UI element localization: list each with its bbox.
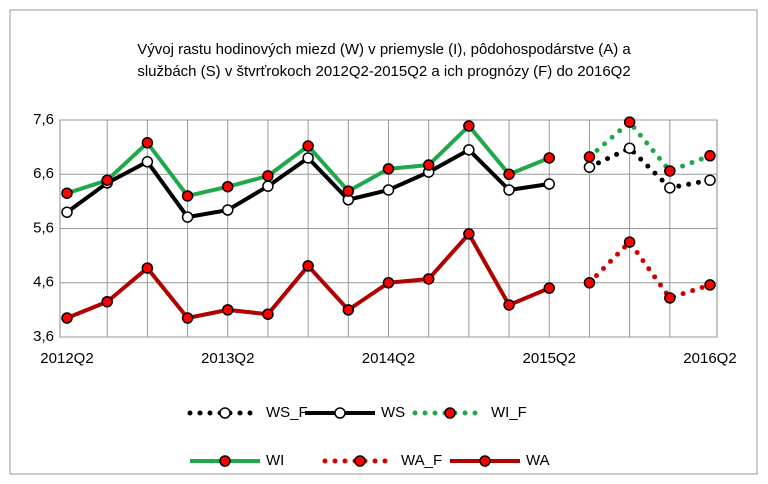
- legend-label: WS_F: [266, 404, 308, 421]
- point-marker: [342, 185, 355, 197]
- point-marker: [222, 204, 234, 216]
- x-tick-label: 2012Q2: [40, 350, 93, 367]
- legend-marker: [354, 455, 366, 467]
- x-tick-label: 2015Q2: [523, 350, 576, 367]
- legend-marker: [219, 455, 231, 467]
- legend-marker: [334, 407, 346, 419]
- series-line: [586, 145, 713, 191]
- point-marker: [262, 308, 274, 320]
- point-marker: [704, 279, 716, 291]
- point-marker: [704, 174, 716, 186]
- legend-label: WA: [526, 452, 550, 469]
- point-marker: [382, 277, 395, 289]
- point-marker: [141, 137, 154, 149]
- y-tick-label: 6,6: [33, 165, 54, 182]
- point-marker: [382, 184, 395, 196]
- point-marker: [463, 120, 475, 132]
- point-marker: [664, 292, 676, 304]
- point-marker: [302, 140, 314, 152]
- point-marker: [623, 142, 636, 154]
- point-marker: [141, 156, 154, 168]
- point-marker: [141, 262, 154, 274]
- legend-label: WI_F: [491, 404, 527, 421]
- x-tick-label: 2016Q2: [683, 350, 736, 367]
- point-marker: [262, 180, 274, 192]
- point-marker: [61, 206, 73, 218]
- y-tick-label: 3,6: [33, 328, 54, 345]
- point-marker: [422, 159, 435, 171]
- point-marker: [583, 161, 596, 173]
- point-marker: [503, 168, 515, 180]
- point-marker: [222, 304, 234, 316]
- legend-label: WS: [381, 404, 405, 421]
- chart-title: službách (S) v štvrťrokoch 2012Q2-2015Q2…: [137, 63, 630, 80]
- point-marker: [302, 260, 314, 272]
- point-marker: [463, 228, 475, 240]
- legend-marker: [479, 455, 491, 467]
- point-marker: [664, 182, 676, 194]
- point-marker: [101, 295, 113, 308]
- point-marker: [704, 150, 716, 162]
- point-marker: [222, 180, 234, 193]
- x-tick-label: 2013Q2: [201, 350, 254, 367]
- point-marker: [181, 211, 194, 223]
- legend-marker: [219, 407, 231, 419]
- point-marker: [61, 312, 73, 324]
- point-marker: [382, 163, 395, 175]
- point-marker: [101, 174, 113, 186]
- legend-marker: [444, 407, 456, 419]
- point-marker: [463, 144, 475, 156]
- point-marker: [262, 170, 274, 182]
- point-marker: [61, 187, 73, 199]
- point-marker: [583, 277, 596, 289]
- legend-label: WA_F: [401, 452, 442, 469]
- point-marker: [181, 312, 194, 324]
- point-marker: [302, 152, 314, 164]
- point-marker: [342, 304, 355, 316]
- point-marker: [503, 299, 515, 311]
- point-marker: [181, 190, 194, 202]
- point-marker: [623, 116, 636, 128]
- point-marker: [543, 282, 555, 294]
- point-marker: [543, 152, 555, 164]
- point-marker: [503, 184, 515, 196]
- series-line: [586, 118, 713, 174]
- y-tick-label: 4,6: [33, 274, 54, 291]
- y-tick-label: 7,6: [33, 111, 54, 128]
- point-marker: [623, 236, 636, 248]
- x-tick-label: 2014Q2: [362, 350, 415, 367]
- point-marker: [422, 273, 435, 285]
- chart-title: Vývoj rastu hodinových miezd (W) v priem…: [137, 41, 631, 58]
- point-marker: [583, 151, 596, 163]
- series-line: [586, 238, 713, 301]
- legend-label: WI: [266, 452, 284, 469]
- y-tick-label: 5,6: [33, 219, 54, 236]
- point-marker: [664, 165, 676, 177]
- point-marker: [543, 178, 555, 190]
